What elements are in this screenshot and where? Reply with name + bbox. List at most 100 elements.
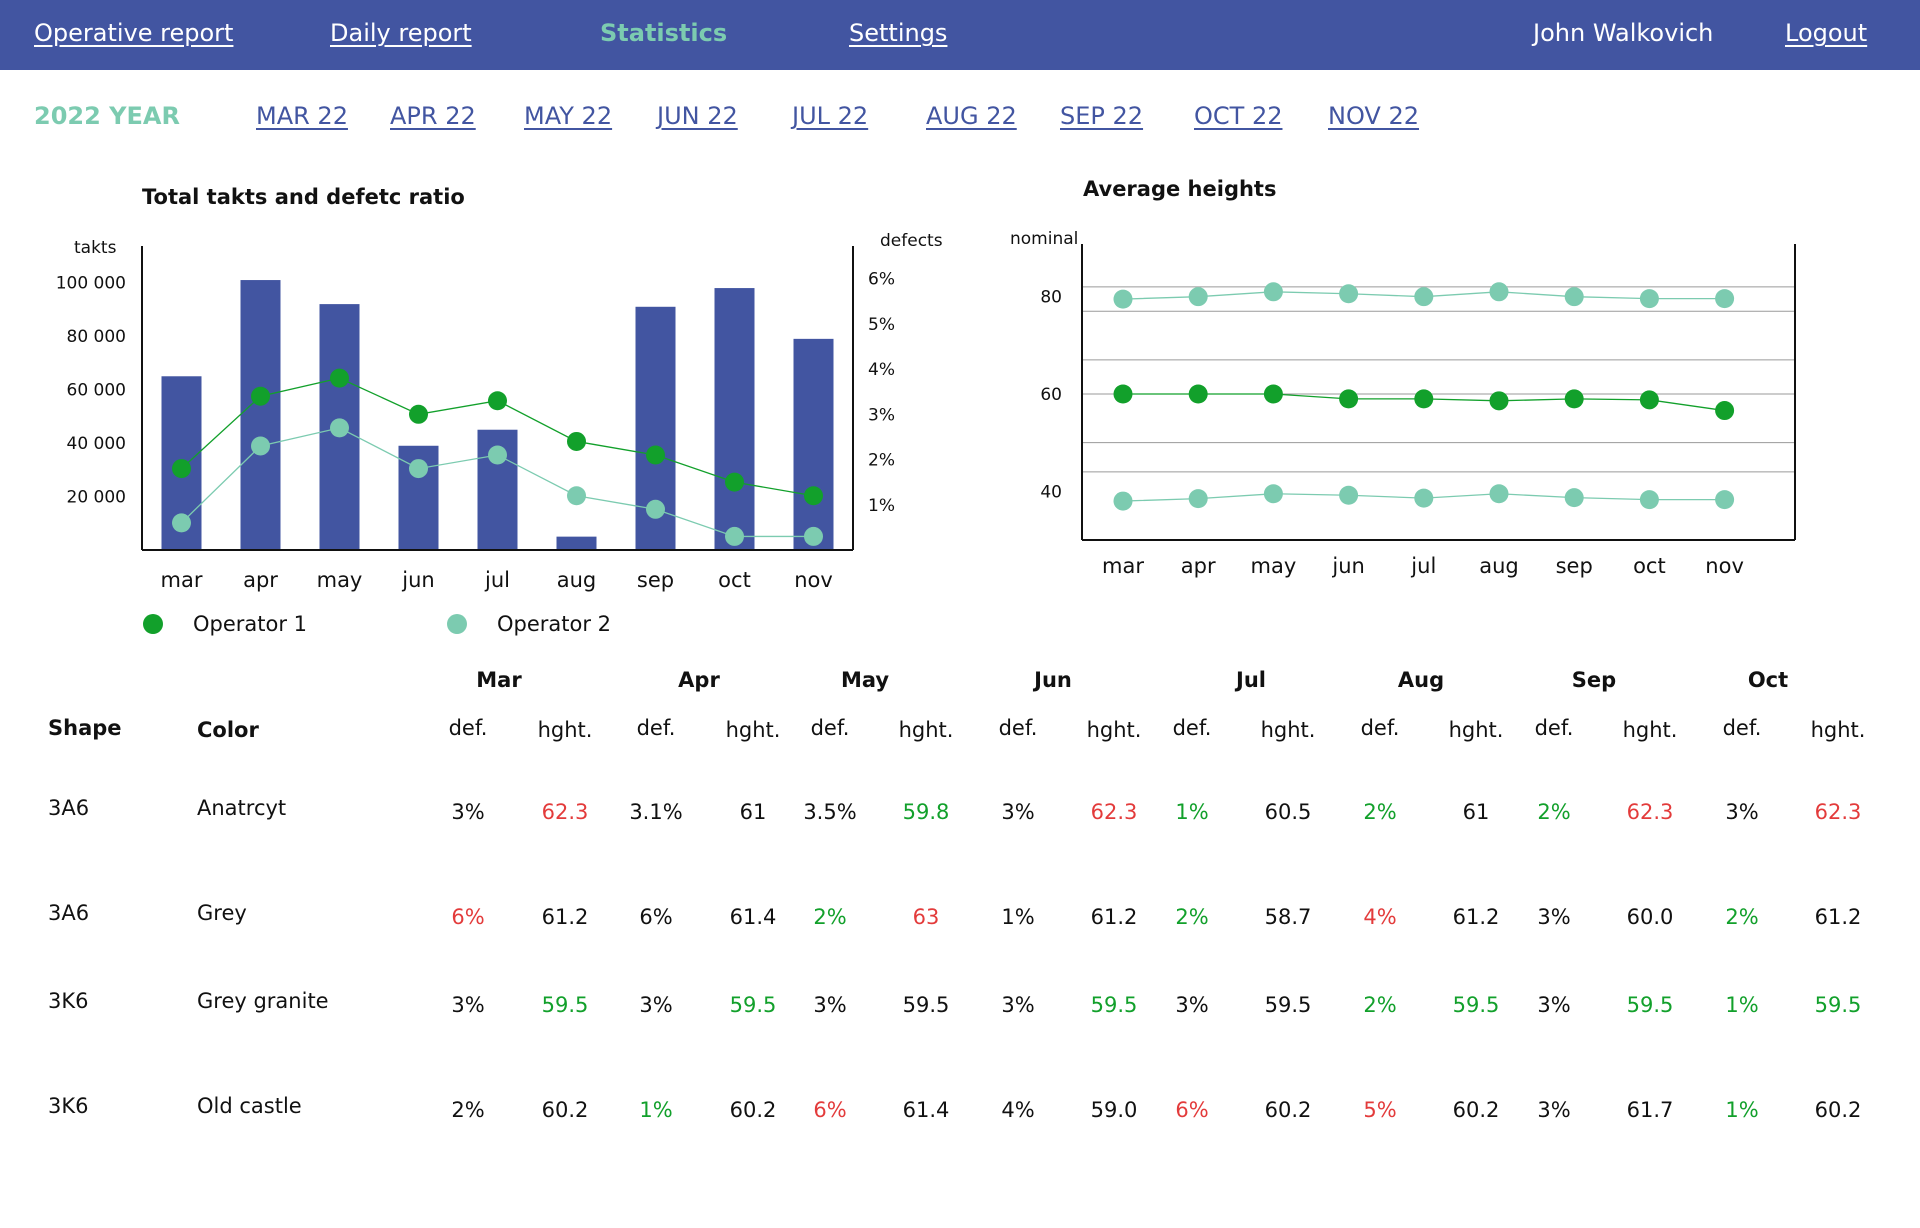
chart2-x-tick-label: may	[1251, 554, 1297, 578]
cell-hght: 60.2	[541, 1098, 589, 1122]
cell-hght: 59.5	[1814, 993, 1862, 1017]
takts-bar	[556, 536, 597, 550]
defects-point-operator-2	[172, 513, 191, 533]
chart1-x-tick-label: nov	[794, 568, 833, 592]
header-hght: hght.	[1622, 718, 1678, 742]
cell-def: 2%	[1537, 800, 1571, 824]
month-header-oct: Oct	[1747, 668, 1789, 692]
defects-point-operator-1	[488, 391, 507, 411]
chart1-x-tick-label: apr	[243, 568, 278, 592]
nav-daily-report[interactable]: Daily report	[330, 19, 472, 47]
cell-hght: 61.4	[729, 905, 777, 929]
height-point	[1489, 282, 1509, 302]
cell-hght: 59.8	[902, 800, 950, 824]
cell-def: 6%	[813, 1098, 847, 1122]
chart2-x-tick-label: oct	[1633, 554, 1666, 578]
logout-link[interactable]: Logout	[1785, 19, 1868, 47]
header-hght: hght.	[1448, 718, 1504, 742]
cell-hght: 60.5	[1264, 800, 1312, 824]
height-point	[1188, 287, 1208, 307]
cell-hght: 59.5	[541, 993, 589, 1017]
month-link-jul[interactable]: JUL 22	[792, 102, 869, 130]
month-link-nov[interactable]: NOV 22	[1328, 102, 1420, 130]
chart2-x-tick-label: nov	[1705, 554, 1744, 578]
cell-hght: 62.3	[1626, 800, 1674, 824]
cell-def: 3%	[1001, 993, 1035, 1017]
defects-point-operator-1	[172, 459, 191, 479]
height-point	[1715, 289, 1735, 309]
height-point	[1113, 491, 1133, 511]
height-point	[1414, 488, 1434, 508]
chart1-y-tick-label: 20 000	[67, 488, 126, 508]
defects-point-operator-1	[330, 368, 349, 388]
cell-hght: 59.5	[1090, 993, 1138, 1017]
month-link-oct[interactable]: OCT 22	[1194, 102, 1283, 130]
row-shape: 3A6	[48, 901, 90, 925]
chart1-y2-tick-label: 4%	[868, 360, 895, 380]
chart2-x-tick-label: jun	[1331, 554, 1364, 578]
height-point	[1113, 289, 1133, 309]
average-heights-chart: Average heights nominal 40 60 80 mar apr may jun…	[1010, 177, 1796, 578]
header-def: def.	[636, 716, 676, 740]
nav-statistics[interactable]: Statistics	[600, 19, 728, 47]
month-link-apr[interactable]: APR 22	[390, 102, 476, 130]
defects-point-operator-2	[567, 486, 586, 506]
legend-operator-1-label: Operator 1	[193, 612, 308, 636]
chart1-y2-tick-label: 1%	[868, 496, 895, 516]
chart1-y2-tick-label: 5%	[868, 315, 895, 335]
defects-point-operator-1	[646, 445, 665, 465]
header-hght: hght.	[1260, 718, 1316, 742]
header-shape: Shape	[48, 716, 122, 740]
header-hght: hght.	[1086, 718, 1142, 742]
height-point	[1489, 484, 1509, 504]
cell-hght: 61.7	[1626, 1098, 1674, 1122]
chart1-x-tick-label: jul	[484, 568, 510, 592]
takts-defects-chart: Total takts and defetc ratio takts defects…	[56, 185, 943, 592]
cell-hght: 60.2	[1452, 1098, 1500, 1122]
month-header-apr: Apr	[678, 668, 720, 692]
defects-point-operator-2	[488, 445, 507, 465]
cell-hght: 60.2	[729, 1098, 777, 1122]
defects-point-operator-1	[725, 472, 744, 492]
year-label: 2022 YEAR	[34, 102, 180, 130]
height-point	[1564, 389, 1584, 409]
defects-point-operator-1	[804, 486, 823, 506]
nav-operative-report[interactable]: Operative report	[34, 19, 234, 47]
cell-def: 2%	[451, 1098, 485, 1122]
month-link-sep[interactable]: SEP 22	[1060, 102, 1144, 130]
height-point	[1564, 488, 1584, 508]
cell-hght: 61.2	[1452, 905, 1500, 929]
height-point	[1715, 490, 1735, 510]
header-def: def.	[998, 716, 1038, 740]
row-shape: 3K6	[48, 989, 89, 1013]
height-point	[1639, 289, 1659, 309]
operator-2-dot-icon	[447, 614, 467, 634]
cell-def: 2%	[1175, 905, 1209, 929]
header-def: def.	[810, 716, 850, 740]
cell-def: 3%	[1001, 800, 1035, 824]
height-point	[1639, 490, 1659, 510]
row-color: Grey	[197, 901, 247, 925]
month-link-aug[interactable]: AUG 22	[926, 102, 1017, 130]
height-point	[1263, 484, 1283, 504]
row-shape: 3K6	[48, 1094, 89, 1118]
nav-settings[interactable]: Settings	[849, 19, 948, 47]
month-link-jun[interactable]: JUN 22	[657, 102, 738, 130]
month-link-mar[interactable]: MAR 22	[256, 102, 348, 130]
header-hght: hght.	[898, 718, 954, 742]
height-point	[1263, 384, 1283, 404]
chart2-title: Average heights	[1083, 177, 1276, 201]
chart1-y2-tick-label: 6%	[868, 270, 895, 290]
header-def: def.	[448, 716, 488, 740]
chart2-x-tick-label: jul	[1410, 554, 1436, 578]
height-point	[1414, 389, 1434, 409]
month-link-may[interactable]: MAY 22	[524, 102, 613, 130]
height-point	[1263, 282, 1283, 302]
cell-hght: 61	[1462, 800, 1490, 824]
month-header-may: May	[840, 668, 890, 692]
defects-point-operator-1	[567, 431, 586, 451]
header-hght: hght.	[725, 718, 781, 742]
cell-hght: 59.5	[902, 993, 950, 1017]
defects-point-operator-2	[646, 499, 665, 519]
cell-def: 4%	[1001, 1098, 1035, 1122]
